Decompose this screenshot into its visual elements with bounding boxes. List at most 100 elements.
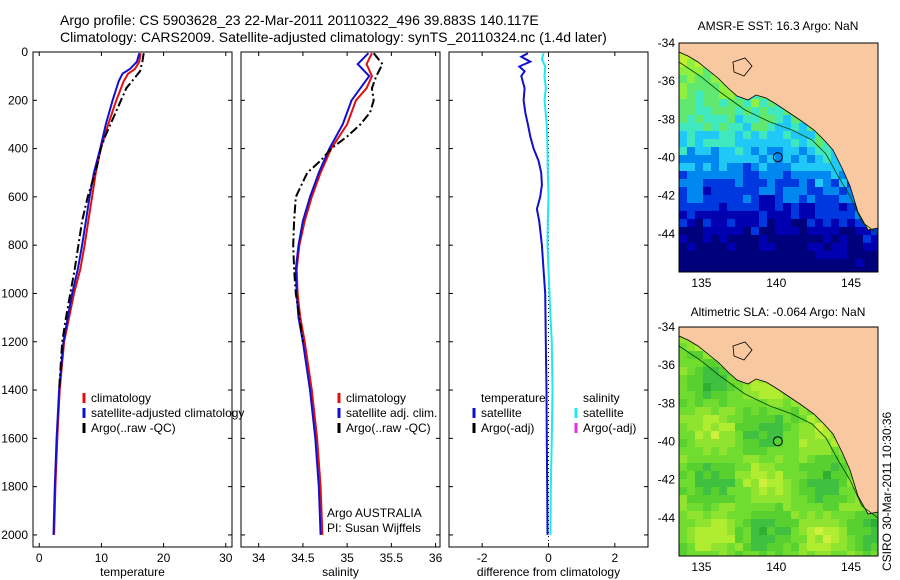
sst-heatmap-cell [679,99,687,107]
sla-heatmap-cell [775,495,783,503]
sla-heatmap-cell [695,423,703,431]
sla-heatmap-cell [751,383,759,391]
sla-heatmap-cell [735,399,743,407]
sst-heatmap-cell [839,203,847,211]
sst-heatmap-cell [735,179,743,187]
sla-heatmap-cell [863,535,871,543]
sla-heatmap-cell [791,495,799,503]
sst-heatmap-cell [687,267,695,272]
sst-map-xtick-label: 145 [841,276,861,290]
sla-heatmap-cell [823,447,831,455]
sst-heatmap-cell [719,179,727,187]
sst-heatmap-cell [759,243,767,251]
sla-heatmap-cell [759,447,767,455]
sla-heatmap-cell [711,463,719,471]
sla-heatmap-cell [703,359,711,367]
sst-heatmap-cell [823,251,831,259]
sla-heatmap-cell [807,503,815,511]
sst-heatmap-cell [743,155,751,163]
sla-heatmap-cell [775,455,783,463]
sla-heatmap-cell [815,431,823,439]
sla-heatmap-cell [791,447,799,455]
sla-heatmap-cell [743,399,751,407]
sst-heatmap-cell [735,267,743,272]
sla-heatmap-cell [775,535,783,543]
sla-map-axes: 135 140 145 -34 -36 -38 -40 -42 -44 [658,320,862,574]
sst-heatmap-cell [703,75,711,83]
sst-heatmap-cell [735,171,743,179]
sst-heatmap-cell [807,211,815,219]
sst-heatmap-cell [703,147,711,155]
sla-map-ytick-label: -38 [658,396,676,410]
sla-heatmap-cell [791,511,799,519]
sla-heatmap-cell [695,487,703,495]
sst-heatmap-cell [783,195,791,203]
temperature-xtick-label: 30 [219,551,233,565]
sla-heatmap-cell [791,479,799,487]
sst-heatmap-cell [847,203,855,211]
sla-heatmap-cell [767,439,775,447]
sst-heatmap-cell [735,147,743,155]
sla-heatmap-cell [719,535,727,543]
sla-heatmap-cell [727,455,735,463]
sst-heatmap-cell [735,139,743,147]
sla-heatmap-cell [679,359,687,367]
sst-heatmap-cell [679,235,687,243]
sla-heatmap-cell [679,423,687,431]
sst-heatmap-cell [871,243,878,251]
sst-heatmap-cell [711,251,719,259]
sst-heatmap-cell [727,219,735,227]
sla-heatmap-cell [719,391,727,399]
sla-heatmap-cell [695,391,703,399]
sst-heatmap-cell [783,243,791,251]
sla-heatmap-cell [855,543,863,551]
sla-heatmap-cell [711,407,719,415]
sla-heatmap-cell [759,423,767,431]
sst-heatmap-cell [799,163,807,171]
sst-heatmap-cell [679,131,687,139]
sst-heatmap-cell [767,147,775,155]
sla-heatmap-cell [823,487,831,495]
sla-heatmap-cell [823,439,831,447]
sst-heatmap-cell [727,235,735,243]
sst-bathymetry-contour [679,61,878,235]
sla-heatmap-cell [775,543,783,551]
sla-heatmap-cell [743,535,751,543]
sst-heatmap-cell [767,203,775,211]
sla-heatmap-cell [727,551,735,556]
sla-heatmap-cell [775,503,783,511]
sla-heatmap-cell [735,423,743,431]
sla-heatmap-cell [703,383,711,391]
sst-heatmap-cell [759,107,767,115]
sst-heatmap-cell [743,131,751,139]
sla-heatmap-cell [847,495,855,503]
sst-heatmap-cell [799,203,807,211]
sla-heatmap-cell [767,463,775,471]
sst-heatmap-cell [855,227,863,235]
sst-heatmap-cell [759,251,767,259]
sla-heatmap-cell [687,423,695,431]
sst-heatmap-cell [863,243,871,251]
sst-heatmap-cell [735,203,743,211]
figure-title-line-2: Climatology: CARS2009. Satellite-adjuste… [60,29,607,45]
sst-map-xtick-label: 140 [766,276,786,290]
sst-heatmap-cell [783,179,791,187]
sst-heatmap-cell [751,267,759,272]
sla-heatmap-cell [839,503,847,511]
sla-heatmap-cell [823,431,831,439]
sla-heatmap-cell [703,471,711,479]
sst-heatmap-cell [791,147,799,155]
temperature-xtick-label: 10 [95,551,109,565]
sst-heatmap-cell [687,147,695,155]
sla-heatmap-cell [847,527,855,535]
sst-heatmap-cell [791,243,799,251]
temperature-plot-frame [32,51,233,548]
sla-heatmap-cell [831,439,839,447]
sst-heatmap-cell [695,211,703,219]
sst-heatmap-cell [839,251,847,259]
sst-heatmap-cell [855,243,863,251]
sla-heatmap-cell [831,479,839,487]
sla-heatmap-cell [695,375,703,383]
sla-heatmap-cell [823,511,831,519]
